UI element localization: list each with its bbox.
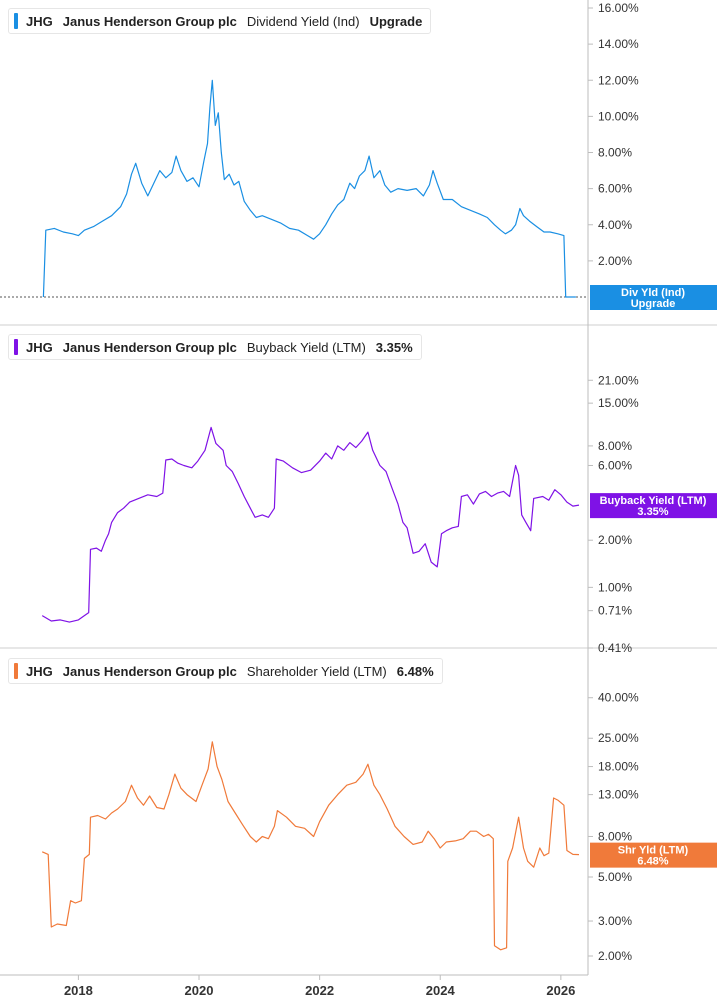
x-tick-label: 2022 bbox=[305, 983, 334, 998]
value-tag-label: Shr Yld (LTM) bbox=[618, 845, 689, 857]
y-tick-label: 0.41% bbox=[598, 641, 632, 655]
y-tick-label: 6.00% bbox=[598, 458, 632, 472]
legend-swatch-buyback bbox=[14, 339, 18, 355]
legend-metric: Dividend Yield (Ind) bbox=[246, 13, 360, 29]
y-tick-label: 25.00% bbox=[598, 731, 639, 745]
y-tick-label: 2.00% bbox=[598, 254, 632, 268]
value-tag bbox=[590, 285, 717, 310]
legend-metric: Shareholder Yield (LTM) bbox=[246, 663, 387, 679]
x-tick-label: 2018 bbox=[64, 983, 93, 998]
y-tick-label: 21.00% bbox=[598, 373, 639, 387]
y-tick-label: 18.00% bbox=[598, 760, 639, 774]
value-tag bbox=[590, 842, 717, 868]
value-tag-value: 6.48% bbox=[637, 856, 668, 868]
y-tick-label: 3.00% bbox=[598, 914, 632, 928]
legend-company: Janus Henderson Group plc bbox=[62, 13, 237, 29]
value-tag-label: Buyback Yield (LTM) bbox=[600, 495, 707, 507]
y-tick-label: 13.00% bbox=[598, 788, 639, 802]
legend-shareholder-yield[interactable]: JHG Janus Henderson Group plc Shareholde… bbox=[8, 658, 443, 684]
series-line-1 bbox=[41, 426, 580, 623]
y-tick-label: 10.00% bbox=[598, 109, 639, 123]
legend-ticker: JHG bbox=[26, 339, 53, 355]
value-tag-value: 3.35% bbox=[637, 506, 668, 518]
y-tick-label: 4.00% bbox=[598, 218, 632, 232]
y-tick-label: 8.00% bbox=[598, 146, 632, 160]
value-tag-label: Div Yld (Ind) bbox=[621, 287, 685, 299]
x-tick-label: 2020 bbox=[185, 983, 214, 998]
legend-value: 3.35% bbox=[375, 339, 413, 355]
x-tick-label: 2026 bbox=[546, 983, 575, 998]
y-tick-label: 1.00% bbox=[598, 580, 632, 594]
legend-company: Janus Henderson Group plc bbox=[62, 663, 237, 679]
y-tick-label: 15.00% bbox=[598, 396, 639, 410]
y-tick-label: 8.00% bbox=[598, 439, 632, 453]
legend-company: Janus Henderson Group plc bbox=[62, 339, 237, 355]
legend-value: Upgrade bbox=[369, 13, 423, 29]
legend-swatch-shareholder bbox=[14, 663, 18, 679]
legend-buyback-yield[interactable]: JHG Janus Henderson Group plc Buyback Yi… bbox=[8, 334, 422, 360]
value-tag bbox=[590, 493, 717, 519]
y-tick-label: 8.00% bbox=[598, 829, 632, 843]
x-tick-label: 2024 bbox=[426, 983, 456, 998]
y-tick-label: 12.00% bbox=[598, 73, 639, 87]
y-tick-label: 2.00% bbox=[598, 533, 632, 547]
legend-ticker: JHG bbox=[26, 663, 53, 679]
y-tick-label: 0.71% bbox=[598, 604, 632, 618]
legend-ticker: JHG bbox=[26, 13, 53, 29]
y-tick-label: 16.00% bbox=[598, 1, 639, 15]
y-tick-label: 40.00% bbox=[598, 691, 639, 705]
y-tick-label: 5.00% bbox=[598, 870, 632, 884]
series-line-0 bbox=[42, 79, 576, 298]
series-line-2 bbox=[41, 741, 580, 951]
legend-value: 6.48% bbox=[396, 663, 434, 679]
y-tick-label: 2.00% bbox=[598, 949, 632, 963]
y-tick-label: 14.00% bbox=[598, 37, 639, 51]
value-tag-value: Upgrade bbox=[631, 298, 676, 310]
legend-dividend-yield[interactable]: JHG Janus Henderson Group plc Dividend Y… bbox=[8, 8, 432, 34]
legend-metric: Buyback Yield (LTM) bbox=[246, 339, 366, 355]
legend-swatch-dividend bbox=[14, 13, 18, 29]
y-tick-label: 6.00% bbox=[598, 182, 632, 196]
